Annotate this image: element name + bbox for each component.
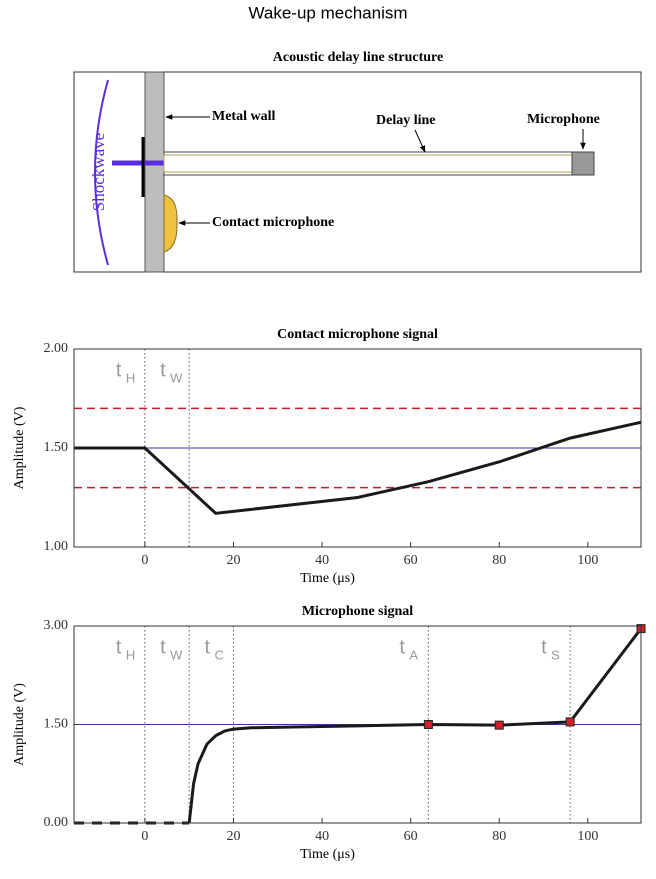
x-tick-label: 40 — [315, 553, 329, 568]
event-label-sub: W — [170, 647, 183, 662]
event-label: t — [399, 636, 405, 658]
x-tick-label: 80 — [492, 553, 506, 568]
y-axis-label: Amplitude (V) — [12, 406, 27, 489]
x-axis-label: Time (μs) — [300, 847, 355, 862]
event-label-sub: A — [409, 647, 418, 662]
contact-microphone — [163, 194, 178, 253]
data-marker — [494, 720, 504, 730]
x-tick-label: 60 — [404, 553, 418, 568]
y-tick-label: 3.00 — [44, 618, 69, 633]
x-tick-label: 100 — [577, 829, 598, 844]
x-axis-label: Time (μs) — [300, 571, 355, 586]
x-tick-label: 40 — [315, 829, 329, 844]
data-line — [74, 420, 642, 515]
x-tick-label: 20 — [226, 553, 240, 568]
shockwave-label: Shockwave — [89, 133, 108, 211]
diagram-title: Acoustic delay line structure — [273, 50, 443, 65]
microphone-box — [571, 151, 595, 176]
event-label: t — [116, 359, 122, 381]
data-line — [187, 627, 643, 824]
chart-title: Contact microphone signal — [277, 327, 438, 342]
metal-wall-label: Metal wall — [212, 109, 275, 124]
diagram: Acoustic delay line structure Shockwave … — [73, 50, 642, 273]
event-label: t — [541, 636, 547, 658]
metal-wall — [144, 71, 165, 273]
event-label: t — [116, 636, 122, 658]
shockwave-front — [94, 79, 109, 266]
x-tick-label: 0 — [141, 829, 148, 844]
data-marker — [565, 717, 575, 727]
contact-microphone-label: Contact microphone — [212, 215, 334, 230]
delay-line-inner — [163, 154, 573, 173]
x-tick-label: 100 — [577, 553, 598, 568]
x-tick-label: 20 — [226, 829, 240, 844]
y-tick-label: 0.00 — [44, 815, 69, 830]
y-axis-label: Amplitude (V) — [12, 683, 27, 766]
x-tick-label: 60 — [404, 829, 418, 844]
delay-line-label: Delay line — [376, 113, 436, 128]
figure-title: Wake-up mechanism — [248, 3, 407, 22]
y-tick-label: 1.50 — [44, 717, 69, 732]
chart-title: Microphone signal — [302, 604, 413, 619]
arrow — [414, 129, 426, 153]
event-label-sub: S — [551, 647, 560, 662]
event-label-sub: H — [126, 647, 135, 662]
y-tick-label: 1.00 — [44, 539, 69, 554]
y-tick-label: 1.50 — [44, 440, 69, 455]
event-label-sub: W — [170, 370, 183, 385]
y-tick-label: 2.00 — [44, 341, 69, 356]
event-label: t — [160, 636, 166, 658]
data-marker — [423, 720, 433, 729]
event-label-sub: C — [214, 647, 223, 662]
event-label: t — [160, 359, 166, 381]
event-label: t — [204, 636, 210, 658]
x-tick-label: 0 — [141, 553, 148, 568]
microphone-label: Microphone — [527, 112, 600, 127]
event-label-sub: H — [126, 370, 135, 385]
x-tick-label: 80 — [492, 829, 506, 844]
